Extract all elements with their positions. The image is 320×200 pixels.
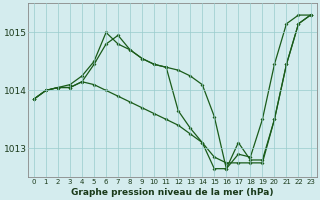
X-axis label: Graphe pression niveau de la mer (hPa): Graphe pression niveau de la mer (hPa)	[71, 188, 274, 197]
